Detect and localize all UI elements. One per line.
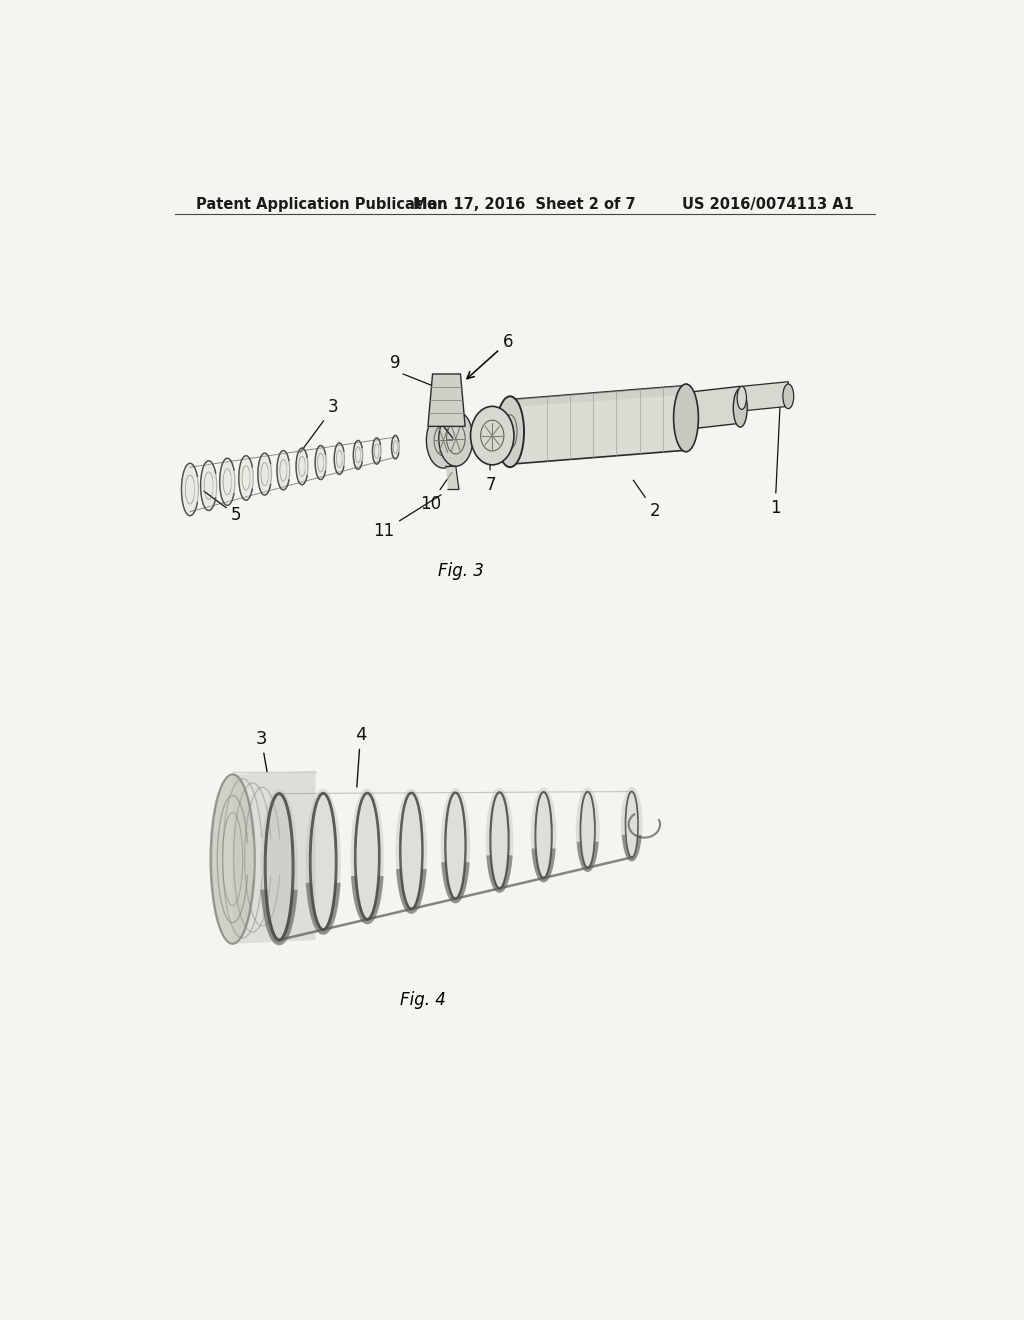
Text: 9: 9	[390, 354, 400, 372]
Ellipse shape	[334, 444, 344, 474]
Ellipse shape	[353, 441, 362, 469]
Text: 7: 7	[485, 430, 496, 494]
Text: 5: 5	[204, 491, 242, 524]
Text: Mar. 17, 2016  Sheet 2 of 7: Mar. 17, 2016 Sheet 2 of 7	[414, 197, 636, 213]
Ellipse shape	[681, 392, 691, 429]
Text: 6: 6	[467, 333, 513, 379]
Ellipse shape	[305, 789, 341, 935]
Ellipse shape	[496, 396, 524, 467]
Text: 10: 10	[420, 473, 452, 512]
Text: 1: 1	[770, 397, 780, 516]
Ellipse shape	[239, 455, 253, 500]
Polygon shape	[232, 771, 315, 944]
Ellipse shape	[674, 384, 698, 451]
Ellipse shape	[501, 400, 522, 465]
Ellipse shape	[258, 453, 271, 495]
Text: US 2016/0074113 A1: US 2016/0074113 A1	[682, 197, 853, 213]
Ellipse shape	[373, 438, 381, 465]
Ellipse shape	[485, 788, 513, 892]
Ellipse shape	[181, 463, 199, 516]
Text: Patent Application Publication: Patent Application Publication	[197, 197, 447, 213]
Ellipse shape	[391, 436, 399, 459]
Polygon shape	[512, 385, 686, 465]
Ellipse shape	[211, 775, 255, 944]
Ellipse shape	[783, 384, 794, 409]
Ellipse shape	[530, 788, 556, 883]
Text: Fig. 4: Fig. 4	[399, 991, 445, 1010]
Text: 3: 3	[256, 730, 267, 772]
Ellipse shape	[276, 450, 290, 490]
Ellipse shape	[260, 789, 298, 945]
Ellipse shape	[395, 788, 427, 913]
Ellipse shape	[621, 787, 643, 862]
Ellipse shape	[438, 411, 473, 466]
Polygon shape	[741, 381, 788, 411]
Ellipse shape	[296, 447, 308, 484]
Text: 4: 4	[354, 726, 367, 787]
Text: 11: 11	[373, 495, 441, 540]
Text: Fig. 3: Fig. 3	[438, 562, 484, 579]
Ellipse shape	[426, 413, 461, 469]
Polygon shape	[512, 385, 686, 407]
Ellipse shape	[575, 787, 600, 873]
Ellipse shape	[471, 407, 514, 465]
Polygon shape	[445, 466, 459, 490]
Polygon shape	[686, 387, 740, 429]
Text: 3: 3	[300, 399, 339, 453]
Ellipse shape	[350, 788, 384, 924]
Ellipse shape	[220, 458, 236, 506]
Ellipse shape	[737, 387, 746, 409]
Ellipse shape	[201, 461, 217, 511]
Ellipse shape	[733, 388, 748, 428]
Polygon shape	[428, 374, 465, 426]
Text: 2: 2	[633, 480, 660, 520]
Ellipse shape	[440, 788, 470, 903]
Ellipse shape	[315, 446, 327, 479]
